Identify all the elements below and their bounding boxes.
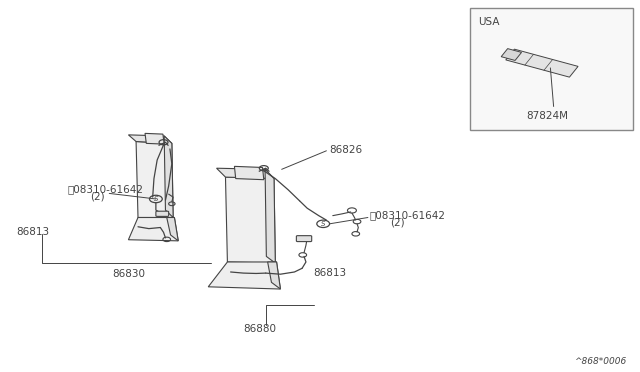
- Polygon shape: [136, 141, 173, 218]
- Text: 87824M: 87824M: [526, 110, 568, 121]
- Text: Ⓝ08310-61642: Ⓝ08310-61642: [68, 184, 144, 194]
- Text: 86813: 86813: [17, 227, 50, 237]
- Polygon shape: [225, 177, 275, 263]
- Bar: [470, 8, 633, 131]
- Polygon shape: [234, 166, 264, 180]
- Polygon shape: [208, 262, 280, 289]
- Polygon shape: [164, 136, 173, 218]
- Polygon shape: [501, 49, 522, 60]
- Polygon shape: [216, 168, 274, 179]
- FancyBboxPatch shape: [156, 211, 169, 217]
- Text: 86880: 86880: [243, 324, 276, 334]
- Text: 86813: 86813: [314, 268, 347, 278]
- Text: ^868*0006: ^868*0006: [574, 357, 627, 366]
- Text: S: S: [321, 221, 326, 227]
- Polygon shape: [265, 169, 275, 263]
- Polygon shape: [268, 262, 280, 289]
- Text: 86830: 86830: [113, 269, 145, 279]
- Polygon shape: [129, 135, 172, 143]
- Polygon shape: [167, 218, 178, 241]
- Text: S: S: [154, 196, 158, 202]
- FancyBboxPatch shape: [296, 235, 312, 241]
- Polygon shape: [145, 134, 164, 144]
- Text: (2): (2): [390, 217, 405, 227]
- Text: (2): (2): [90, 191, 105, 201]
- Polygon shape: [506, 49, 578, 77]
- Text: Ⓝ08310-61642: Ⓝ08310-61642: [370, 210, 446, 220]
- Polygon shape: [129, 218, 178, 241]
- Text: 86826: 86826: [330, 145, 363, 155]
- Text: USA: USA: [477, 17, 499, 28]
